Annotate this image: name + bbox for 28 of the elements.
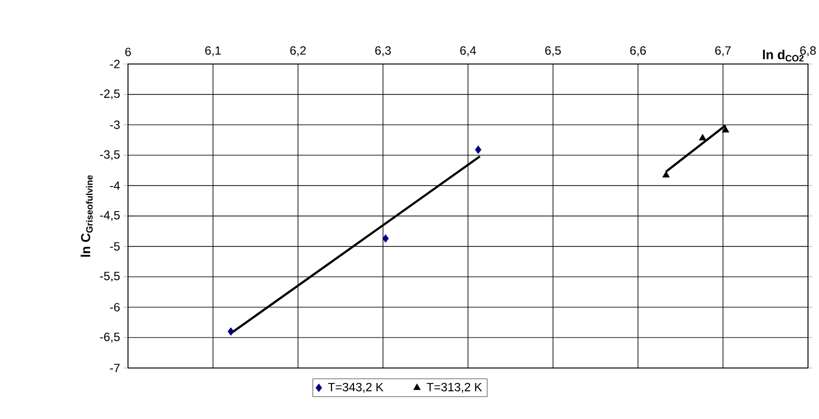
y-tick-label: -3: [110, 120, 120, 130]
point: [382, 234, 389, 243]
y-tick-label: -3,5: [100, 150, 120, 160]
y-tick-label: -6: [110, 302, 120, 312]
point: [475, 146, 482, 154]
y-tick-label: -4: [110, 181, 120, 190]
point: [228, 327, 234, 336]
x-tick-label: 6,7: [715, 46, 731, 56]
x-tick-label: 6,6: [630, 46, 646, 56]
x-tick-label: 6: [125, 48, 131, 56]
y-tick-label: -5: [110, 242, 120, 251]
y-axis-title: $\mathbf{ln\ C_{Griseofulvine}}$: [80, 175, 93, 257]
legend-label: T=313,2 K: [426, 382, 482, 393]
y-tick-label: -4,5: [100, 211, 120, 221]
legend-label: T=343,2 K: [328, 382, 384, 393]
x-tick-label: 6,4: [460, 46, 476, 56]
point: [698, 134, 706, 140]
x-tick-label: 6,1: [205, 46, 221, 56]
y-tick-label: -7: [110, 364, 120, 372]
y-tick-label: -2,5: [100, 89, 120, 100]
y-tick-label: -5,5: [100, 272, 120, 282]
point: [662, 171, 670, 178]
x-tick-label: 6,3: [375, 46, 391, 56]
x-tick-label: 6,2: [290, 46, 306, 56]
point: [722, 126, 730, 132]
y-tick-label: -6,5: [100, 332, 120, 343]
x-tick-label: 6,5: [545, 46, 561, 56]
y-tick-label: -2: [110, 60, 120, 68]
